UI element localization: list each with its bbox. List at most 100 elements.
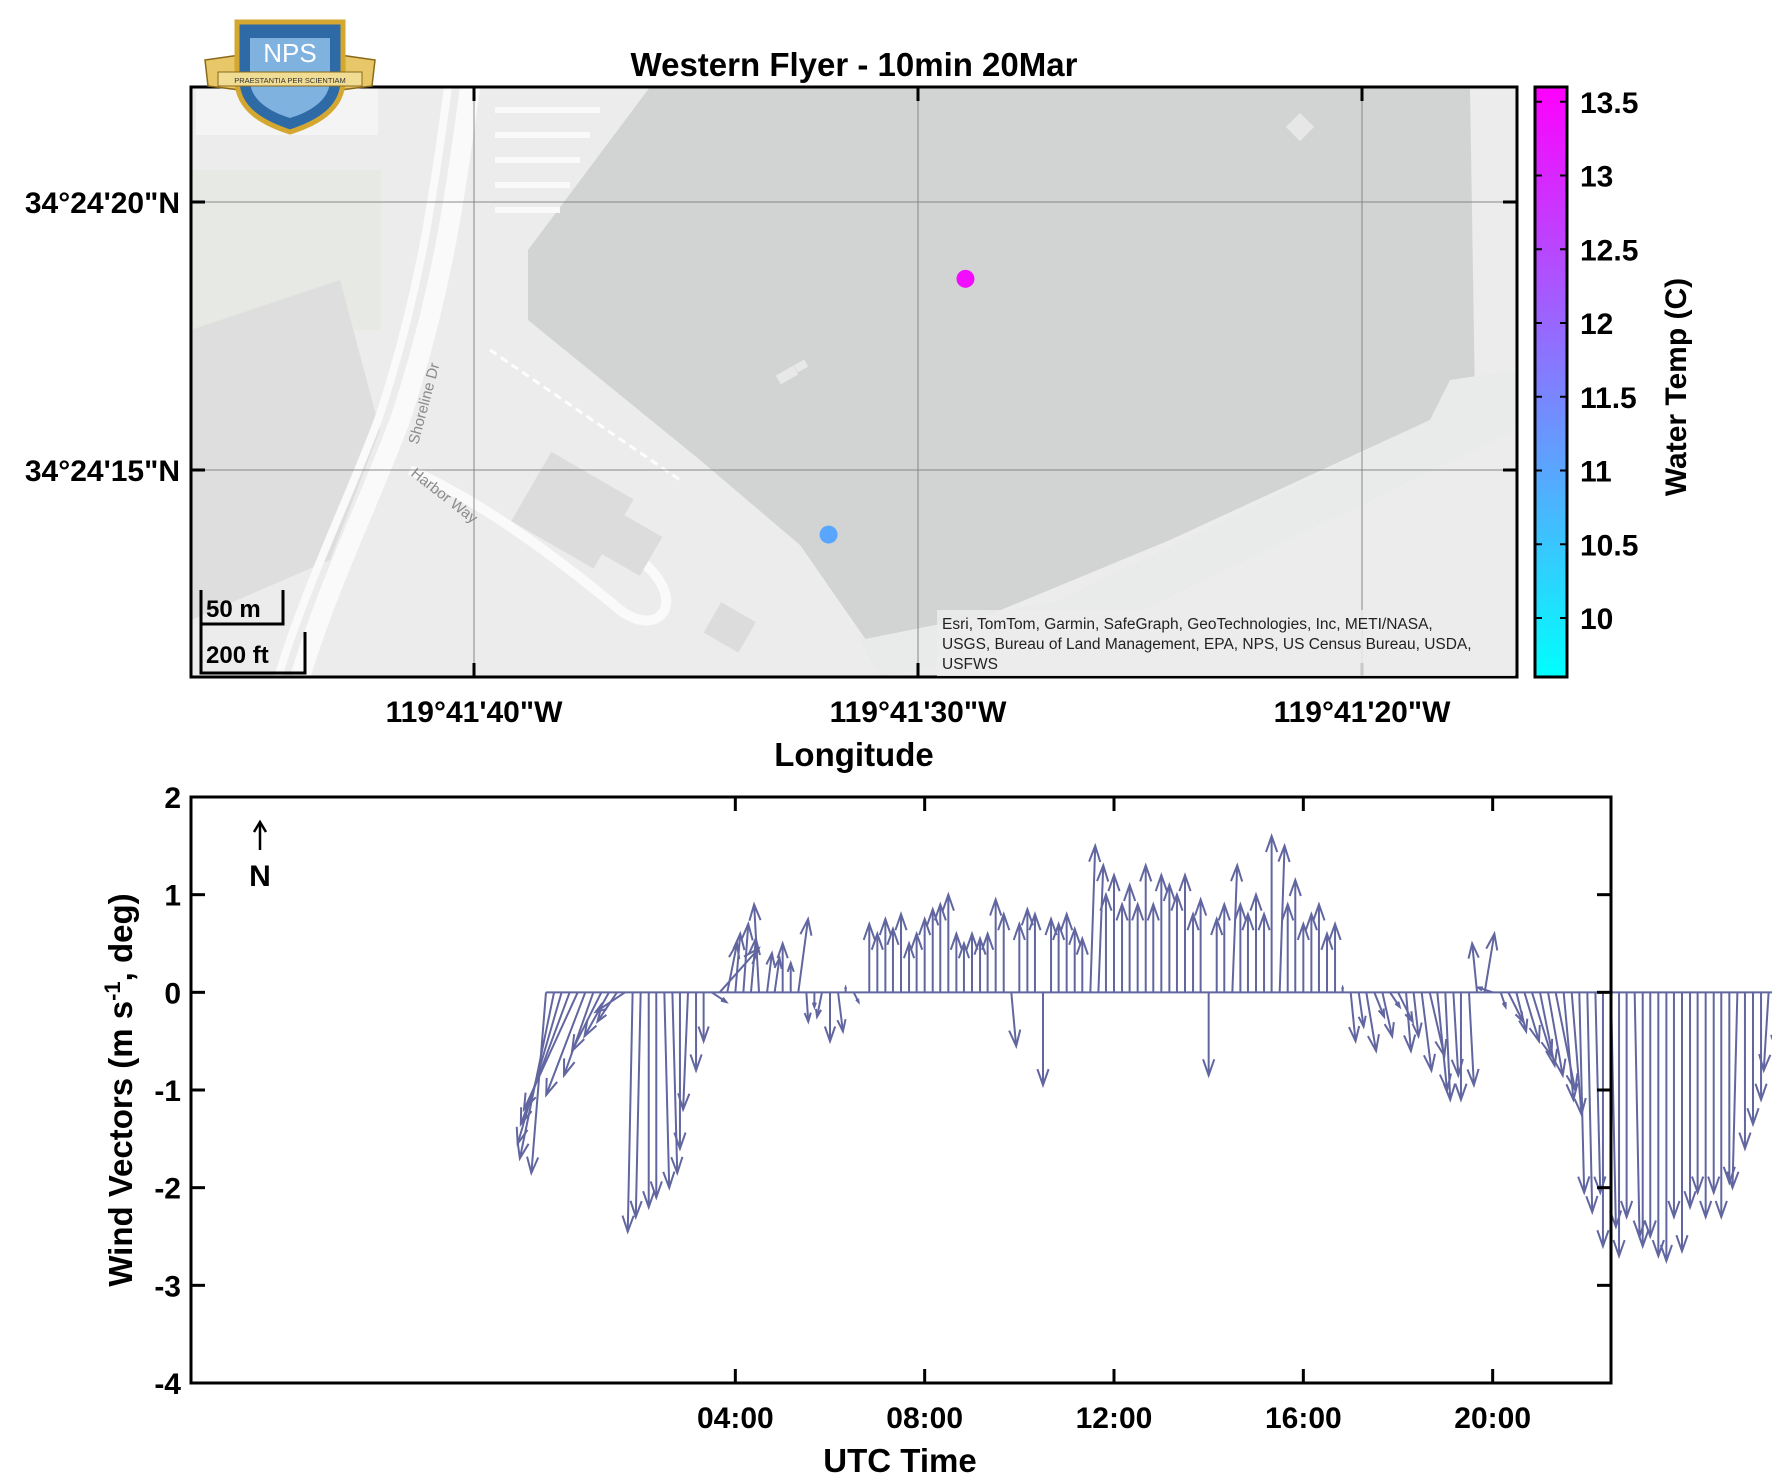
wind-vector xyxy=(813,992,816,1007)
wind-vector xyxy=(1108,875,1119,992)
wind-vector xyxy=(733,934,744,993)
wind-vector xyxy=(1069,929,1080,992)
wind-vector xyxy=(1242,914,1253,992)
wind-vector xyxy=(1469,944,1479,993)
north-indicator: N xyxy=(249,822,271,893)
wind-vector xyxy=(966,934,977,993)
logo-motto: PRAESTANTIA PER SCIENTIAM xyxy=(234,76,346,85)
wind-vector xyxy=(712,992,727,1002)
wind-vector xyxy=(904,944,914,993)
wind-vector xyxy=(911,934,922,993)
wind-vector xyxy=(1412,992,1421,1036)
wind-vector xyxy=(1187,914,1198,992)
colorbar-tick-label: 13.5 xyxy=(1580,87,1638,120)
attribution-line-2: USGS, Bureau of Land Management, EPA, NP… xyxy=(942,636,1472,653)
north-label: N xyxy=(249,860,271,893)
map-point xyxy=(956,270,974,288)
wind-vector xyxy=(880,919,891,992)
wind-vector xyxy=(1298,924,1309,992)
wind-vector xyxy=(643,992,654,1207)
wind-vector xyxy=(774,958,781,992)
wind-x-tick-label: 04:00 xyxy=(697,1402,774,1435)
wind-y-tick-label: 0 xyxy=(164,977,181,1010)
wind-vector xyxy=(1140,865,1151,992)
figure-title: Western Flyer - 10min 20Mar xyxy=(631,46,1078,83)
wind-y-tick-label: -3 xyxy=(154,1270,181,1303)
wind-vector xyxy=(1171,895,1182,993)
wind-vector xyxy=(919,919,930,992)
wind-vector xyxy=(1077,939,1088,993)
wind-vector xyxy=(1739,992,1750,1148)
scale-bar-metric-label: 50 m xyxy=(206,596,261,623)
colorbar-tick-label: 13 xyxy=(1580,161,1613,194)
map-panel: Shoreline Dr Harbor Way 50 m 2 xyxy=(25,87,1517,773)
wind-vector xyxy=(1676,992,1687,1251)
wind-vector xyxy=(1164,885,1175,992)
wind-vector xyxy=(845,987,846,992)
wind-y-tick-label: 2 xyxy=(164,782,181,815)
wind-vector xyxy=(1321,934,1332,993)
attribution-line-1: Esri, TomTom, Garmin, SafeGraph, GeoTech… xyxy=(942,616,1433,633)
wind-vector xyxy=(935,904,946,992)
colorbar-tick-label: 10 xyxy=(1580,603,1613,636)
wind-vector xyxy=(805,992,811,1021)
wind-vector xyxy=(887,929,898,992)
wind-vector xyxy=(1124,885,1135,992)
wind-vector xyxy=(927,909,938,992)
wind-vector xyxy=(1548,992,1565,1075)
wind-vector xyxy=(1645,992,1656,1236)
wind-vector xyxy=(698,992,708,1041)
wind-vector xyxy=(864,924,875,992)
colorbar: 13.5 13 12.5 12 11.5 11 10.5 10 Water Temp (C) xyxy=(1535,87,1693,677)
wind-vector xyxy=(1692,992,1703,1192)
colorbar-tick-label: 10.5 xyxy=(1580,529,1638,562)
wind-vector xyxy=(1653,992,1664,1256)
wind-vectors xyxy=(517,836,1772,1261)
wind-vector xyxy=(1235,904,1246,992)
colorbar-tick-label: 11.5 xyxy=(1580,382,1637,415)
wind-vector xyxy=(951,934,962,993)
wind-y-tick-label: -2 xyxy=(154,1173,181,1206)
wind-vector xyxy=(1621,992,1632,1217)
wind-vector xyxy=(854,992,859,1002)
wind-vector xyxy=(872,934,883,993)
wind-vector xyxy=(1132,904,1143,992)
wind-x-axis-label: UTC Time xyxy=(823,1442,976,1476)
wind-vector xyxy=(1282,904,1293,992)
wind-vector xyxy=(982,934,993,993)
wind-vector xyxy=(1148,904,1159,992)
map-x-tick-label: 119°41'20"W xyxy=(1274,696,1451,729)
wind-vector xyxy=(1250,895,1261,993)
map-y-tick-labels: 34°24'20"N 34°24'15"N xyxy=(25,187,180,488)
wind-y-tick-label: -1 xyxy=(154,1075,181,1108)
wind-x-tick-label: 08:00 xyxy=(886,1402,963,1435)
attribution-line-3: USFWS xyxy=(942,656,998,673)
wind-vector xyxy=(1116,904,1127,992)
wind-vector xyxy=(1708,992,1719,1192)
wind-vector xyxy=(798,919,811,992)
wind-vector xyxy=(1747,992,1758,1124)
wind-vector xyxy=(585,992,609,1036)
wind-vector xyxy=(1045,919,1056,992)
wind-vector xyxy=(959,944,969,993)
wind-vector xyxy=(1203,992,1214,1075)
basemap: Shoreline Dr Harbor Way xyxy=(191,87,1517,677)
wind-vector xyxy=(1684,992,1695,1207)
wind-y-axis-label: Wind Vectors (m s-1, deg) xyxy=(100,893,140,1286)
wind-vector xyxy=(788,963,794,992)
wind-y-tick-label: 1 xyxy=(164,880,181,913)
map-point xyxy=(820,526,838,544)
colorbar-tick-label: 12.5 xyxy=(1580,234,1638,267)
wind-vector xyxy=(1053,924,1064,992)
wind-chart-frame xyxy=(191,797,1611,1383)
wind-vector xyxy=(622,992,633,1231)
map-x-tick-labels: 119°41'40"W 119°41'30"W 119°41'20"W xyxy=(386,696,1451,729)
colorbar-label: Water Temp (C) xyxy=(1660,278,1693,496)
wind-vector xyxy=(1306,914,1317,992)
wind-y-tick-label: -4 xyxy=(154,1368,181,1401)
colorbar-tick-label: 12 xyxy=(1580,308,1613,341)
colorbar-tick-label: 11 xyxy=(1580,456,1612,489)
wind-vector xyxy=(1501,992,1506,1007)
